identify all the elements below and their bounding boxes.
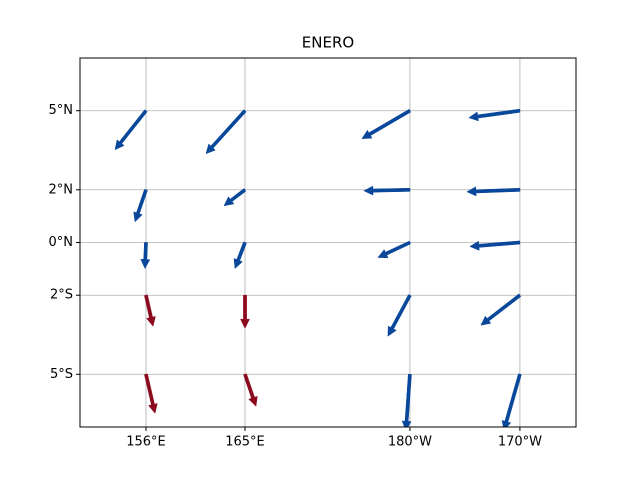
wind-arrow	[361, 108, 412, 139]
wind-arrow	[133, 188, 148, 223]
wind-arrow	[401, 373, 412, 427]
grid	[80, 58, 576, 427]
x-tick-label: 156°E	[126, 435, 166, 450]
wind-arrow	[243, 373, 258, 407]
wind-arrow	[223, 188, 247, 207]
y-tick-label: 5°N	[49, 103, 74, 118]
y-tick-label: 0°N	[49, 235, 74, 250]
y-tick-label: 5°S	[50, 367, 73, 382]
wind-arrow	[387, 294, 412, 337]
y-tick-label: 2°N	[49, 182, 74, 197]
wind-arrow	[377, 240, 411, 259]
wind-arrow	[144, 294, 156, 327]
wind-arrow	[501, 373, 522, 427]
wind-arrow	[468, 108, 521, 122]
wind-arrow	[466, 186, 521, 197]
chart-title: ENERO	[302, 34, 354, 52]
wind-arrow	[363, 185, 411, 196]
wind-arrow	[140, 242, 151, 270]
y-tick-label: 2°S	[50, 288, 73, 303]
wind-arrow	[233, 241, 247, 270]
wind-arrow	[144, 373, 158, 414]
wind-arrow	[480, 293, 522, 326]
x-tick-label: 180°W	[388, 435, 432, 450]
x-tick-label: 170°W	[498, 435, 542, 450]
wind-arrow	[469, 240, 521, 251]
wind-arrow	[205, 109, 247, 155]
x-tick-label: 165°E	[225, 435, 265, 450]
arrows	[114, 108, 522, 427]
wind-arrow	[240, 294, 250, 329]
wind-arrow	[114, 109, 148, 151]
